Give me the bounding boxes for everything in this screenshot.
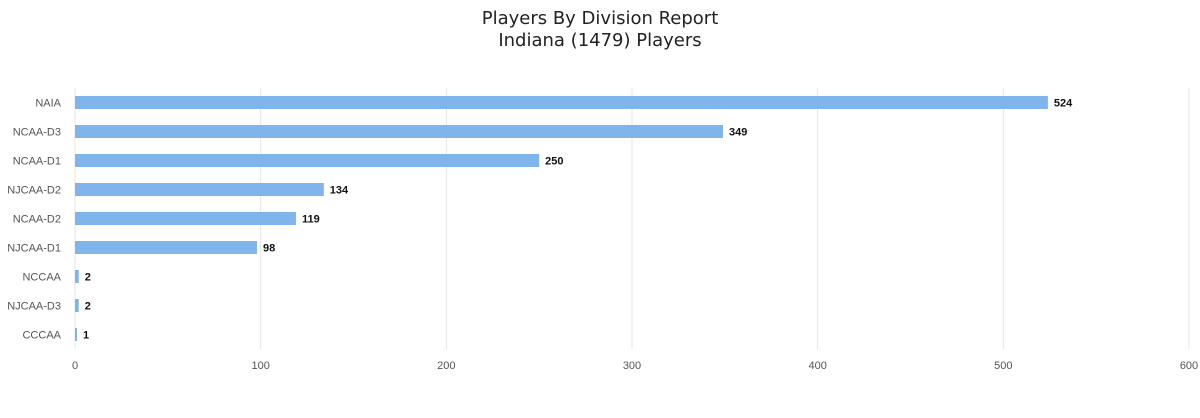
category-label-3: NJCAA-D2 bbox=[7, 185, 61, 197]
category-label-5: NJCAA-D1 bbox=[7, 243, 61, 255]
bar-5 bbox=[75, 241, 257, 254]
data-label-0: 524 bbox=[1054, 98, 1073, 110]
bar-2 bbox=[75, 154, 540, 167]
chart-subtitle: Indiana (1479) Players bbox=[498, 30, 702, 51]
bar-1 bbox=[75, 125, 723, 138]
category-label-2: NCAA-D1 bbox=[13, 156, 61, 168]
x-tick-label-1: 100 bbox=[251, 360, 269, 372]
bar-8 bbox=[75, 328, 77, 341]
x-tick-label-5: 500 bbox=[994, 360, 1012, 372]
data-label-2: 250 bbox=[545, 156, 563, 168]
bar-7 bbox=[75, 299, 79, 312]
x-tick-label-2: 200 bbox=[437, 360, 455, 372]
bar-4 bbox=[75, 212, 296, 225]
data-label-4: 119 bbox=[302, 214, 320, 226]
x-tick-label-4: 400 bbox=[808, 360, 826, 372]
bar-3 bbox=[75, 183, 324, 196]
x-tick-label-0: 0 bbox=[72, 360, 78, 372]
category-label-8: CCCAA bbox=[22, 330, 61, 342]
bar-6 bbox=[75, 270, 79, 283]
category-label-1: NCAA-D3 bbox=[13, 127, 61, 139]
data-label-8: 1 bbox=[83, 330, 89, 342]
category-label-7: NJCAA-D3 bbox=[7, 301, 61, 313]
x-tick-label-6: 600 bbox=[1180, 360, 1198, 372]
chart-title: Players By Division Report bbox=[481, 8, 719, 29]
data-label-5: 98 bbox=[263, 243, 275, 255]
data-label-7: 2 bbox=[85, 301, 91, 313]
category-label-4: NCAA-D2 bbox=[13, 214, 61, 226]
category-label-0: NAIA bbox=[35, 98, 61, 110]
data-label-1: 349 bbox=[729, 127, 747, 139]
x-tick-label-3: 300 bbox=[623, 360, 641, 372]
data-label-3: 134 bbox=[330, 185, 349, 197]
data-label-6: 2 bbox=[85, 272, 91, 284]
chart-title-block: Players By Division Report Indiana (1479… bbox=[0, 8, 1200, 52]
category-label-6: NCCAA bbox=[22, 272, 61, 284]
bar-0 bbox=[75, 96, 1048, 109]
